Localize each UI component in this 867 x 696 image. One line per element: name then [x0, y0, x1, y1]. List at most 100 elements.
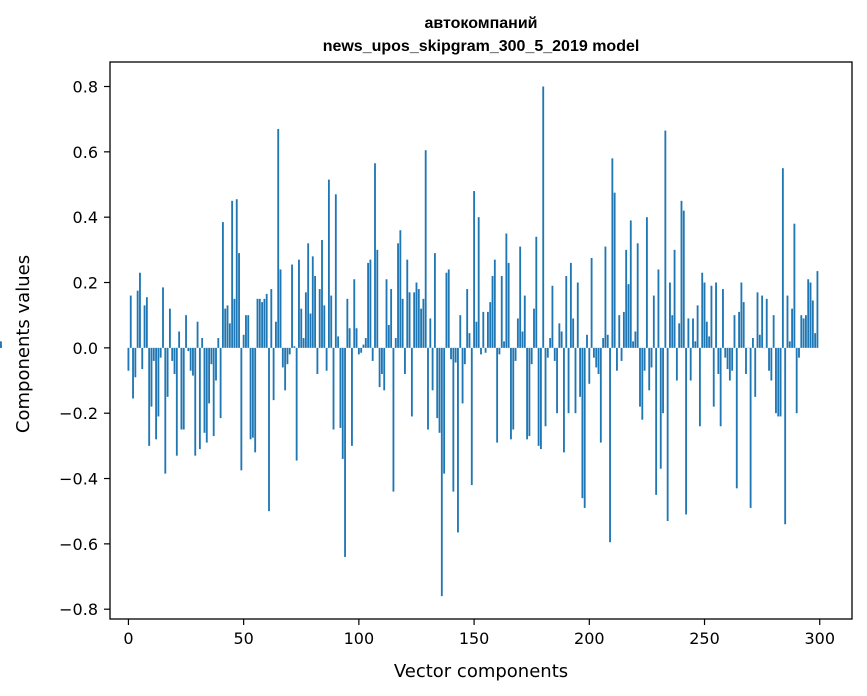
bar: [408, 292, 411, 348]
y-tick-label: −0.6: [59, 535, 98, 554]
bar: [309, 313, 312, 348]
bar: [279, 269, 282, 348]
bar: [576, 282, 579, 348]
bar: [249, 347, 252, 440]
bar: [221, 222, 224, 348]
bar: [383, 347, 386, 391]
bar: [673, 249, 676, 348]
bar: [399, 230, 402, 348]
bar: [274, 321, 277, 348]
bar: [551, 285, 554, 348]
bar: [775, 347, 777, 414]
bar: [242, 334, 245, 348]
bar: [270, 289, 273, 348]
bar: [482, 311, 485, 348]
x-tick-label: 250: [689, 629, 720, 648]
bar: [323, 305, 326, 348]
bar: [786, 295, 789, 348]
bar: [415, 282, 418, 348]
bar: [443, 347, 446, 474]
bar: [664, 130, 667, 348]
y-tick-label: −0.4: [59, 470, 98, 489]
bar: [804, 315, 807, 348]
bar: [198, 347, 201, 450]
bar: [618, 315, 621, 348]
bar: [715, 282, 717, 348]
bar: [362, 344, 365, 348]
bar: [152, 347, 155, 361]
bar: [127, 347, 130, 371]
bar: [530, 347, 533, 365]
bar: [800, 315, 803, 348]
y-tick-label: 0.8: [73, 78, 98, 97]
bar: [569, 262, 572, 348]
bar: [588, 347, 591, 384]
bar: [245, 315, 247, 348]
bar: [701, 272, 704, 348]
bar: [302, 338, 305, 348]
bar: [486, 311, 489, 348]
bar: [705, 321, 708, 348]
bar: [410, 347, 413, 417]
bar: [507, 262, 510, 348]
bar: [233, 298, 236, 348]
bar: [556, 347, 558, 414]
bar: [254, 347, 257, 453]
bar: [788, 341, 791, 348]
y-axis-label: Components values: [13, 255, 34, 433]
bar: [572, 318, 575, 348]
bar: [157, 347, 160, 417]
bar: [185, 315, 187, 348]
bar: [784, 347, 787, 525]
bar: [205, 347, 208, 443]
bar: [392, 347, 395, 492]
bar: [558, 323, 561, 348]
y-tick-label: 0.4: [73, 208, 98, 227]
bar: [431, 347, 434, 391]
bar: [678, 323, 681, 348]
bar: [761, 295, 764, 348]
bar: [219, 347, 222, 419]
bar: [781, 168, 784, 348]
bar: [498, 347, 501, 355]
bar: [604, 246, 607, 348]
bar: [180, 347, 183, 430]
bar: [751, 338, 754, 348]
bar: [549, 338, 552, 348]
bar: [281, 347, 284, 368]
bar: [519, 246, 522, 348]
bar: [325, 347, 328, 371]
bar: [187, 347, 190, 352]
x-tick-label: 300: [804, 629, 835, 648]
bar: [632, 341, 635, 348]
bar: [238, 253, 240, 348]
bar: [314, 275, 317, 348]
bar: [666, 347, 669, 521]
bar: [625, 249, 628, 348]
bar: [692, 318, 694, 348]
bar: [452, 347, 455, 492]
bar: [687, 318, 690, 348]
bar: [447, 269, 450, 348]
bar: [327, 179, 330, 348]
bar: [129, 295, 132, 348]
bar: [542, 86, 545, 348]
bar: [334, 194, 337, 348]
bar: [0, 341, 2, 348]
bar: [475, 321, 478, 348]
bar: [374, 163, 376, 348]
bar: [293, 346, 296, 348]
bar: [645, 217, 648, 348]
bar: [733, 315, 736, 348]
bar: [208, 347, 211, 404]
bar: [341, 347, 344, 459]
bar: [671, 315, 674, 348]
bar: [182, 347, 185, 430]
bar: [369, 259, 372, 348]
bar: [136, 290, 139, 348]
bar: [586, 334, 588, 348]
bar: [634, 331, 637, 348]
bar: [251, 347, 254, 438]
bar: [463, 347, 466, 365]
